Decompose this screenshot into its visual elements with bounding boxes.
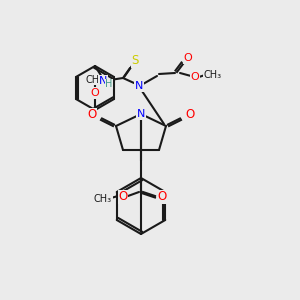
Text: CH₃: CH₃ bbox=[204, 70, 222, 80]
Text: O: O bbox=[158, 190, 166, 203]
Text: CH₃: CH₃ bbox=[86, 75, 104, 85]
Text: O: O bbox=[87, 109, 97, 122]
Text: N: N bbox=[135, 81, 143, 91]
Text: CH₃: CH₃ bbox=[94, 194, 112, 204]
Text: O: O bbox=[185, 109, 195, 122]
Text: N: N bbox=[99, 76, 107, 86]
Text: O: O bbox=[184, 53, 192, 63]
Text: H: H bbox=[105, 79, 113, 89]
Text: S: S bbox=[131, 55, 139, 68]
Text: O: O bbox=[91, 88, 99, 98]
Text: O: O bbox=[190, 72, 200, 82]
Text: O: O bbox=[118, 190, 127, 203]
Text: N: N bbox=[137, 109, 145, 119]
